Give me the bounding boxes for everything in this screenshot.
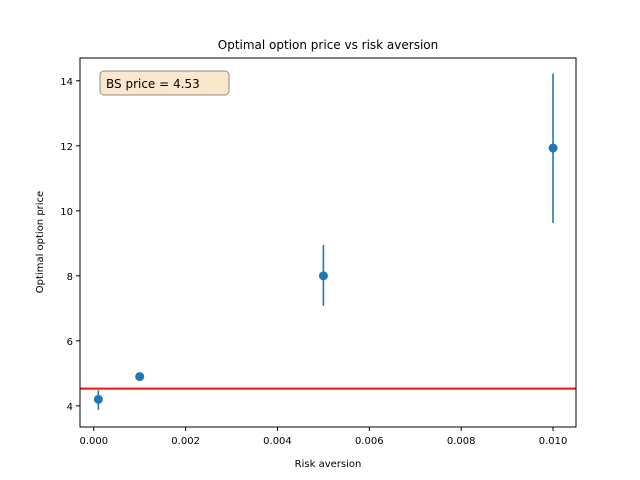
annotation-box: BS price = 4.53 xyxy=(99,70,230,96)
data-point xyxy=(548,143,558,153)
x-tick-label: 0.000 xyxy=(79,436,108,447)
data-point xyxy=(93,394,103,404)
y-axis: 4 6 8 10 12 14 xyxy=(60,77,80,413)
y-tick-label: 10 xyxy=(60,207,73,218)
x-tick-label: 0.006 xyxy=(355,436,384,447)
y-axis-label: Optimal option price xyxy=(35,191,46,293)
x-tick-label: 0.004 xyxy=(263,436,292,447)
y-tick-label: 6 xyxy=(67,337,73,348)
data-point xyxy=(318,271,328,281)
x-tick-label: 0.002 xyxy=(171,436,200,447)
axes-frame xyxy=(79,57,577,428)
plot-area xyxy=(80,73,576,410)
x-tick-label: 0.008 xyxy=(447,436,476,447)
annotation-background xyxy=(99,70,230,96)
chart-title: Optimal option price vs risk aversion xyxy=(218,38,439,52)
y-tick-label: 14 xyxy=(60,77,73,88)
y-tick-label: 4 xyxy=(67,402,73,413)
x-axis: 0.000 0.002 0.004 0.006 0.008 0.010 xyxy=(79,427,567,447)
data-point xyxy=(135,372,145,382)
y-tick-label: 12 xyxy=(60,142,73,153)
x-axis-label: Risk aversion xyxy=(295,459,362,470)
x-tick-label: 0.010 xyxy=(539,436,568,447)
y-tick-label: 8 xyxy=(67,272,73,283)
annotation-text: BS price = 4.53 xyxy=(106,77,200,91)
